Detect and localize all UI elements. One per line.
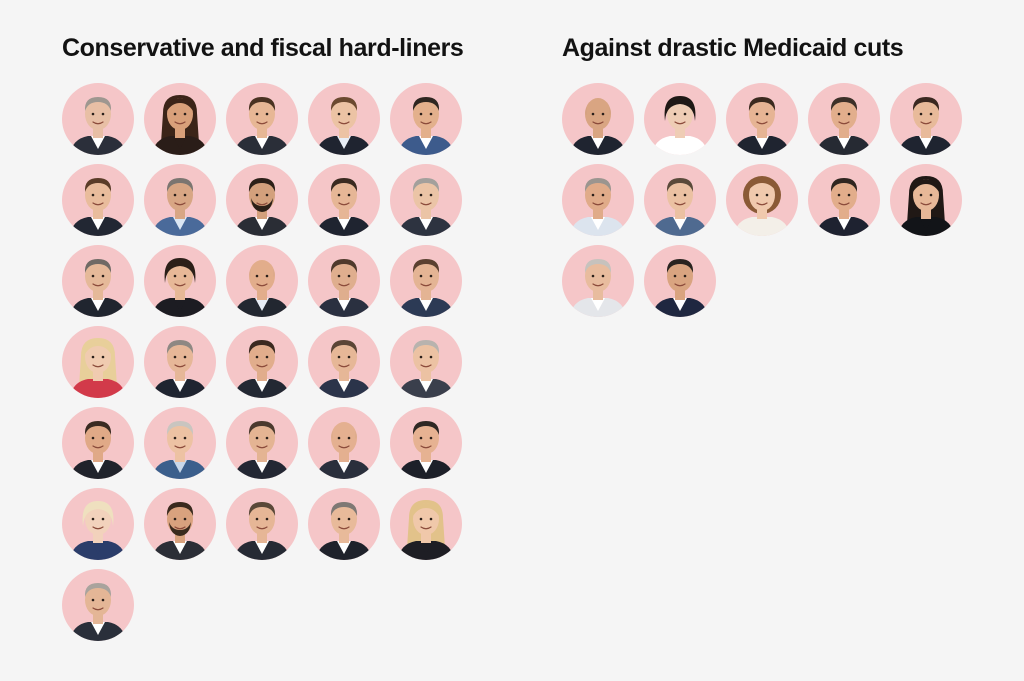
portrait-avatar	[562, 245, 634, 317]
portrait-avatar	[390, 83, 462, 155]
portrait-avatar	[226, 83, 298, 155]
portrait-avatar	[726, 83, 798, 155]
portrait-avatar	[62, 407, 134, 479]
portrait-avatar	[62, 569, 134, 641]
portrait-avatar	[644, 164, 716, 236]
portrait-avatar	[562, 83, 634, 155]
portrait-avatar	[308, 407, 380, 479]
portrait-avatar	[644, 245, 716, 317]
portrait-avatar	[390, 488, 462, 560]
portrait-avatar	[226, 164, 298, 236]
portrait-avatar	[308, 326, 380, 398]
portrait-avatar	[390, 164, 462, 236]
portrait-avatar	[144, 164, 216, 236]
portrait-avatar	[726, 164, 798, 236]
portrait-avatar	[62, 245, 134, 317]
portrait-avatar	[390, 245, 462, 317]
portrait-avatar	[308, 245, 380, 317]
portrait-avatar	[62, 83, 134, 155]
portrait-avatar	[226, 407, 298, 479]
portrait-avatar	[308, 164, 380, 236]
portrait-avatar	[890, 164, 962, 236]
portrait-avatar	[144, 245, 216, 317]
portrait-avatar	[144, 488, 216, 560]
portrait-avatar	[890, 83, 962, 155]
portrait-avatar	[308, 83, 380, 155]
portrait-avatar	[390, 326, 462, 398]
portrait-avatar	[144, 83, 216, 155]
portrait-grid	[62, 83, 462, 641]
portrait-avatar	[390, 407, 462, 479]
portrait-avatar	[144, 407, 216, 479]
portrait-grid	[562, 83, 962, 317]
portrait-avatar	[808, 83, 880, 155]
portrait-avatar	[308, 488, 380, 560]
portrait-avatar	[644, 83, 716, 155]
portrait-avatar	[562, 164, 634, 236]
portrait-avatar	[226, 245, 298, 317]
portrait-avatar	[808, 164, 880, 236]
portrait-avatar	[62, 326, 134, 398]
group-title: Conservative and fiscal hard-liners	[62, 34, 464, 62]
portrait-avatar	[226, 326, 298, 398]
portrait-avatar	[62, 488, 134, 560]
portrait-avatar	[144, 326, 216, 398]
portrait-avatar	[62, 164, 134, 236]
portrait-avatar	[226, 488, 298, 560]
group-title: Against drastic Medicaid cuts	[562, 34, 904, 62]
